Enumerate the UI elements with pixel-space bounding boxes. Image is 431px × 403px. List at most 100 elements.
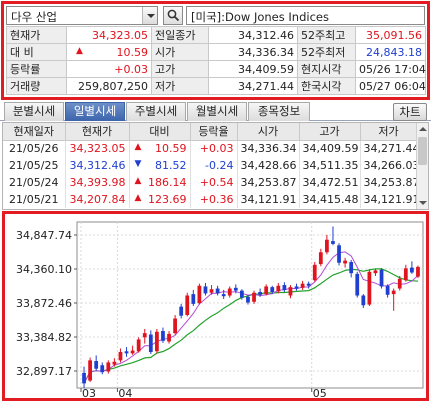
candle-body: [318, 252, 323, 265]
cell-change: ▼ 81.52: [129, 157, 191, 174]
label-local-time: 현지시각: [297, 60, 356, 78]
candle-body: [294, 286, 299, 289]
candle-body: [88, 360, 92, 381]
search-button[interactable]: [163, 6, 183, 25]
candle-body: [416, 266, 420, 277]
y-tick-label: 33,384.82: [16, 331, 72, 344]
tab-stock-info[interactable]: 종목정보: [248, 102, 310, 121]
tab-minute[interactable]: 분별시세: [4, 102, 64, 121]
cell-change-value: 186.14: [148, 176, 187, 189]
cell-change: ▲ 186.14: [129, 174, 191, 191]
info-row: 대 비 ▲ 10.59 시가 34,336.34 52주최저 24,843.18: [6, 43, 426, 61]
value-low: 34,271.44: [208, 77, 298, 95]
cell-low: 34,253.87: [360, 174, 419, 191]
candle-body: [215, 288, 220, 294]
candle-body: [337, 245, 341, 263]
info-row: 거래량 259,807,250 저가 34,271.44 한국시각 05/27 …: [6, 77, 426, 95]
down-triangle-icon: ▼: [134, 159, 142, 169]
candle-body: [282, 285, 287, 290]
candle-body: [233, 287, 238, 291]
tab-daily[interactable]: 일별시세: [65, 102, 125, 121]
label-52w-low: 52주최저: [297, 43, 356, 61]
candle-body: [148, 334, 153, 352]
table-row[interactable]: 21/05/24 34,393.98 ▲ 186.14 +0.54 34,253.…: [3, 174, 419, 191]
candle-body: [349, 262, 354, 274]
search-bar: 다우 산업 [미국]:Dow Jones Indices: [6, 6, 425, 26]
label-low: 저가: [151, 77, 209, 95]
candle-body: [306, 283, 311, 286]
scroll-thumb[interactable]: [418, 137, 427, 165]
cell-change-value: 81.52: [155, 159, 187, 172]
col-header-price: 현재가: [65, 123, 130, 141]
value-change-cell: ▲ 10.59: [66, 43, 152, 61]
candle-body: [312, 264, 317, 281]
cell-change: ▲ 123.69: [129, 191, 191, 208]
cell-high: 34,409.59: [299, 140, 361, 157]
up-triangle-icon: ▲: [76, 45, 83, 56]
value-52w-high: 35,091.56: [355, 26, 426, 44]
y-tick-label: 34,847.74: [16, 229, 72, 242]
label-prev-close: 전일종가: [151, 26, 209, 44]
index-name-field[interactable]: [미국]:Dow Jones Indices: [186, 6, 425, 25]
candle-body: [197, 285, 202, 304]
daily-quotes-table: 현재일자 현재가 대비 등락율 시가 고가 저가 21/05/26 34,323…: [2, 122, 429, 210]
cell-price: 34,393.98: [65, 174, 130, 191]
vertical-scrollbar[interactable]: [416, 123, 428, 209]
candle-body: [288, 287, 293, 296]
chart-button[interactable]: 차트: [393, 103, 427, 121]
candle-body: [403, 268, 408, 281]
candle-body: [379, 269, 384, 287]
candle-body: [155, 331, 159, 352]
cell-date: 21/05/25: [3, 157, 66, 174]
candle-body: [106, 362, 111, 372]
y-tick-label: 34,360.10: [16, 263, 72, 276]
x-tick-label: 03: [82, 387, 96, 398]
tab-weekly[interactable]: 주별시세: [126, 102, 186, 121]
quote-summary-panel: 다우 산업 [미국]:Dow Jones Indices 현재가 34,323.…: [1, 1, 430, 100]
table-row[interactable]: 21/05/25 34,312.46 ▼ 81.52 -0.24 34,428.6…: [3, 157, 419, 174]
info-grid: 현재가 34,323.05 전일종가 34,312.46 52주최고 35,09…: [6, 26, 426, 95]
candle-body: [142, 333, 147, 338]
tab-bar: 분별시세 일별시세 주별시세 월별시세 종목정보: [0, 102, 431, 121]
cell-rate: +0.36: [190, 191, 238, 208]
candle-body: [355, 273, 360, 296]
cell-date: 21/05/26: [3, 140, 66, 157]
candle-body: [136, 339, 141, 352]
candle-body: [373, 270, 378, 274]
cell-open: 34,253.87: [237, 174, 300, 191]
candlestick-chart[interactable]: 34,847.74 34,360.10 33,872.46 33,384.82 32,8…: [5, 214, 426, 398]
candle-body: [300, 283, 305, 288]
candle-body: [191, 294, 196, 304]
scroll-down-icon[interactable]: [417, 197, 428, 208]
y-tick-label: 33,872.46: [16, 297, 72, 310]
cell-low: 34,121.91: [360, 191, 419, 208]
col-header-date: 현재일자: [3, 123, 66, 141]
candle-body: [240, 290, 244, 298]
market-combo-value: 다우 산업: [11, 10, 57, 24]
market-combo[interactable]: 다우 산업: [6, 6, 158, 25]
label-open: 시가: [151, 43, 209, 61]
candle-body: [325, 239, 329, 253]
table-row[interactable]: 21/05/26 34,323.05 ▲ 10.59 +0.03 34,336.3…: [3, 140, 419, 157]
table-header-row: 현재일자 현재가 대비 등락율 시가 고가 저가: [3, 123, 418, 141]
scroll-up-icon[interactable]: [417, 124, 428, 135]
price-chart-panel: 34,847.74 34,360.10 33,872.46 33,384.82 32,8…: [2, 211, 429, 401]
label-rate: 등락률: [6, 60, 67, 78]
candle-body: [246, 296, 250, 303]
cell-price: 34,323.05: [65, 140, 130, 157]
chevron-down-icon[interactable]: [142, 7, 157, 24]
cell-high: 34,472.51: [299, 174, 361, 191]
value-korea-time: 05/27 06:04: [355, 77, 426, 95]
label-change: 대 비: [6, 43, 67, 61]
table-row[interactable]: 21/05/21 34,207.84 ▲ 123.69 +0.36 34,121.…: [3, 191, 419, 208]
info-row: 등락률 +0.03 고가 34,409.59 현지시각 05/26 17:04: [6, 60, 426, 78]
tab-monthly[interactable]: 월별시세: [187, 102, 247, 121]
candle-body: [397, 278, 402, 289]
candle-body: [161, 331, 165, 341]
value-rate: +0.03: [66, 60, 152, 78]
search-icon: [167, 9, 180, 22]
col-header-low: 저가: [360, 123, 418, 141]
candle-body: [270, 287, 275, 293]
label-korea-time: 한국시각: [297, 77, 356, 95]
cell-price: 34,312.46: [65, 157, 130, 174]
